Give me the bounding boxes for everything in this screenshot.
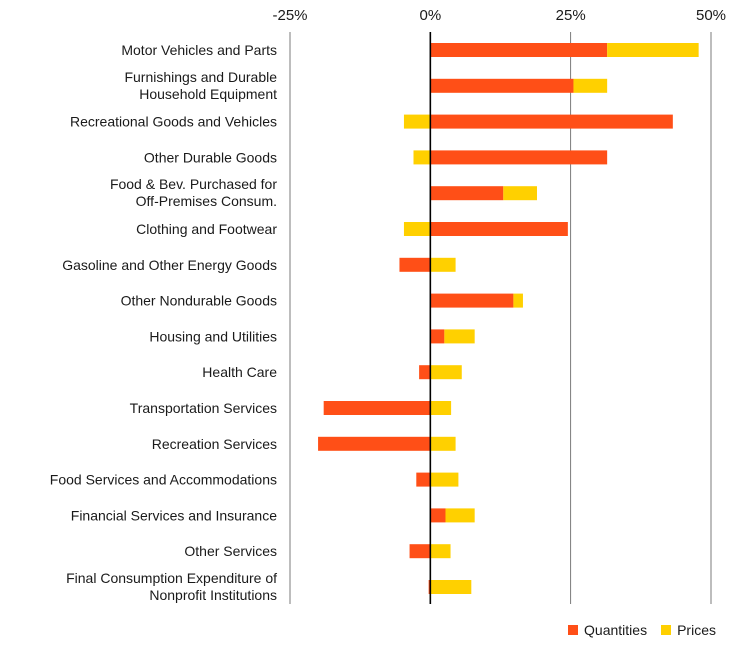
bar-prices-14 [430, 544, 451, 559]
bar-prices-8 [444, 329, 475, 344]
bar-quantities-3 [430, 150, 608, 165]
bar-quantities-5 [430, 222, 568, 236]
category-label-0: Motor Vehicles and Parts [121, 42, 277, 58]
category-label-15-line-0: Final Consumption Expenditure of [66, 570, 277, 586]
bar-prices-9 [430, 365, 462, 380]
bar-prices-12 [430, 472, 459, 487]
bar-prices-11 [430, 436, 456, 451]
category-label-2: Recreational Goods and Vehicles [70, 114, 277, 130]
category-label-12: Food Services and Accommodations [50, 472, 277, 488]
bar-quantities-7 [430, 293, 514, 308]
category-label-4-line-0: Food & Bev. Purchased for [110, 176, 277, 192]
x-tick-label-2: 25% [556, 7, 586, 24]
bar-quantities-13 [430, 508, 446, 523]
legend-item-quantities: Quantities [568, 622, 647, 638]
category-label-1: Furnishings and Durable Household Equipme… [124, 69, 277, 102]
bar-quantities-11 [318, 436, 431, 451]
category-label-4-line-1: Off-Premises Consum. [136, 193, 277, 209]
bar-prices-2 [403, 114, 431, 129]
bar-prices-1 [573, 78, 608, 93]
x-tick-label-3: 50% [696, 7, 726, 24]
category-label-4: Food & Bev. Purchased for Off-Premises Co… [110, 176, 277, 209]
category-label-15: Final Consumption Expenditure of Nonprofi… [66, 570, 277, 603]
bar-quantities-2 [430, 114, 673, 129]
category-label-3: Other Durable Goods [144, 149, 277, 165]
legend-swatch-prices [661, 625, 672, 635]
bar-prices-7 [513, 293, 523, 308]
legend: Quantities Prices [568, 622, 716, 638]
category-label-9: Health Care [202, 364, 277, 380]
category-label-10: Transportation Services [130, 400, 277, 416]
category-label-7: Other Nondurable Goods [121, 293, 277, 309]
bar-quantities-14 [409, 544, 431, 559]
bar-prices-6 [430, 257, 456, 272]
legend-label-prices: Prices [677, 622, 716, 638]
bar-quantities-6 [399, 257, 431, 272]
bar-prices-3 [413, 150, 431, 165]
legend-item-prices: Prices [661, 622, 716, 638]
category-label-14: Other Services [184, 543, 277, 559]
bar-quantities-4 [430, 186, 504, 201]
bar-quantities-0 [430, 43, 608, 57]
bar-quantities-9 [419, 365, 431, 380]
category-label-13: Financial Services and Insurance [71, 507, 277, 523]
x-tick-label-0: -25% [272, 7, 307, 24]
bar-quantities-12 [416, 472, 431, 487]
bar-quantities-10 [323, 401, 431, 415]
bar-prices-4 [503, 186, 537, 201]
bar-prices-10 [430, 401, 452, 415]
category-label-1-line-1: Household Equipment [139, 86, 277, 102]
bar-quantities-15 [428, 580, 431, 594]
x-tick-label-1: 0% [419, 7, 441, 24]
legend-label-quantities: Quantities [584, 622, 648, 638]
bar-quantities-8 [430, 329, 445, 344]
bar-prices-15 [430, 580, 472, 594]
bar-quantities-1 [430, 78, 574, 93]
bar-prices-5 [403, 222, 431, 236]
legend-swatch-quantities [568, 625, 579, 635]
category-label-6: Gasoline and Other Energy Goods [62, 257, 277, 273]
category-label-8: Housing and Utilities [149, 328, 277, 344]
category-label-11: Recreation Services [152, 436, 277, 452]
bar-prices-13 [445, 508, 475, 523]
bar-prices-0 [607, 43, 699, 57]
category-label-5: Clothing and Footwear [136, 221, 277, 237]
category-label-15-line-1: Nonprofit Institutions [149, 587, 277, 603]
category-label-1-line-0: Furnishings and Durable [124, 69, 277, 85]
